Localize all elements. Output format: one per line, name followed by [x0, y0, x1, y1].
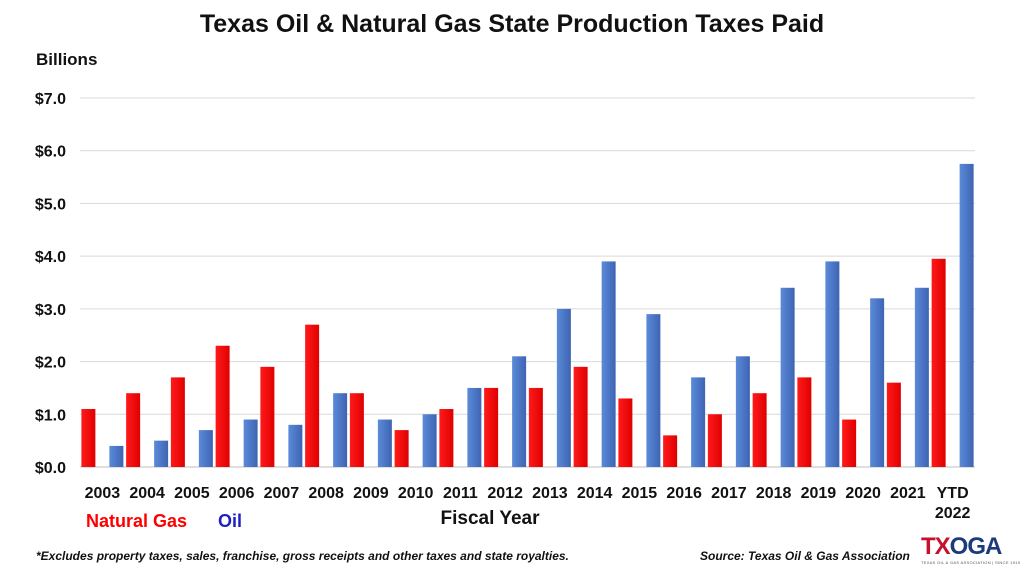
bar-natural-gas-2019: [797, 377, 812, 467]
logo-tx: TX: [921, 533, 951, 560]
y-tick-label: $6.0: [35, 144, 66, 161]
txoga-logo: TXOGA TEXAS OIL & GAS ASSOCIATION | SINC…: [921, 535, 1021, 567]
x-axis-title: Fiscal Year: [440, 508, 540, 529]
x-tick-label: 2005: [174, 485, 210, 502]
bar-oil-ytd-2022: [959, 163, 974, 467]
x-tick-label: 2014: [577, 485, 613, 502]
x-axis-ticks: 2003 2004 2005 2006 2007 2008 2009 2010 2011 2012…: [85, 485, 971, 522]
x-tick-label: 2004: [129, 485, 165, 502]
bar-natural-gas-ytd-2022: [931, 258, 946, 467]
bar-natural-gas-2021: [886, 382, 901, 467]
bar-natural-gas-2007: [260, 366, 275, 467]
bar-natural-gas-2017: [707, 414, 722, 467]
bar-natural-gas-2012: [484, 387, 499, 467]
units-label: Billions: [36, 50, 98, 69]
bar-oil-2011: [467, 387, 482, 467]
bar-natural-gas-2018: [752, 393, 767, 467]
bar-oil-2021: [914, 287, 929, 467]
x-tick-label: 2019: [801, 485, 837, 502]
bar-natural-gas-2014: [573, 366, 588, 467]
x-tick-label: 2012: [487, 485, 523, 502]
source-credit: Source: Texas Oil & Gas Association: [700, 549, 910, 563]
bar-oil-2017: [735, 356, 750, 467]
x-tick-label: 2009: [353, 485, 389, 502]
logo-wordmark: TXOGA: [921, 535, 1013, 559]
bar-natural-gas-2016: [663, 435, 678, 467]
bar-oil-2007: [288, 424, 303, 467]
y-axis-ticks: $0.0 $1.0 $2.0 $3.0 $4.0 $5.0 $6.0 $7.0: [35, 91, 66, 477]
bar-natural-gas-2009: [349, 393, 364, 467]
bar-natural-gas-2003: [81, 409, 96, 467]
bar-natural-gas-2005: [170, 377, 185, 467]
y-tick-label: $2.0: [35, 355, 66, 372]
legend-natural-gas: Natural Gas: [86, 511, 188, 531]
bar-natural-gas-2011: [439, 409, 454, 467]
x-tick-label: 2010: [398, 485, 434, 502]
y-tick-label: $3.0: [35, 302, 66, 319]
bar-oil-2010: [422, 414, 437, 467]
bar-natural-gas-2020: [842, 419, 857, 467]
bar-natural-gas-2013: [528, 387, 543, 467]
x-tick-label: 2017: [711, 485, 747, 502]
bar-natural-gas-2008: [305, 324, 320, 467]
y-tick-label: $0.0: [35, 460, 66, 477]
x-tick-label: YTD 2022: [935, 485, 971, 522]
x-tick-label: 2018: [756, 485, 792, 502]
bar-oil-2013: [556, 308, 571, 467]
bar-oil-2004: [154, 440, 169, 467]
x-tick-label: 2003: [85, 485, 121, 502]
x-tick-label: 2006: [219, 485, 255, 502]
bar-oil-2019: [825, 261, 840, 467]
x-tick-label: 2021: [890, 485, 926, 502]
y-tick-label: $1.0: [35, 407, 66, 424]
x-tick-label: 2007: [264, 485, 300, 502]
x-tick-label: 2008: [308, 485, 344, 502]
bar-oil-2012: [512, 356, 527, 467]
legend-oil: Oil: [218, 511, 243, 531]
x-tick-label: 2013: [532, 485, 568, 502]
bar-oil-2003: [109, 445, 124, 467]
bar-natural-gas-2015: [618, 398, 633, 467]
x-tick-label: 2020: [845, 485, 881, 502]
x-tick-label: 2015: [622, 485, 658, 502]
x-tick-label: 2011: [443, 485, 478, 502]
bar-natural-gas-2004: [126, 393, 141, 467]
y-tick-label: $7.0: [35, 91, 66, 108]
bar-oil-2009: [377, 419, 392, 467]
bar-chart: $0.0$1.0$2.0$3.0$4.0$5.0$6.0$7.0 2003 200…: [35, 91, 975, 522]
bars: [81, 163, 974, 467]
bar-oil-2014: [601, 261, 616, 467]
bar-oil-2005: [198, 430, 213, 467]
bar-oil-2008: [333, 393, 348, 467]
bar-oil-2016: [691, 377, 706, 467]
logo-tagline: TEXAS OIL & GAS ASSOCIATION | SINCE 1919: [921, 560, 1021, 565]
x-tick-label: 2016: [666, 485, 702, 502]
bar-oil-2015: [646, 314, 661, 467]
bar-oil-2020: [870, 298, 885, 467]
chart-title: Texas Oil & Natural Gas State Production…: [199, 10, 825, 38]
bar-oil-2006: [243, 419, 258, 467]
bar-natural-gas-2010: [394, 430, 409, 467]
gridlines: [80, 97, 975, 468]
logo-oga: OGA: [949, 533, 1003, 560]
footnote: *Excludes property taxes, sales, franchi…: [36, 549, 569, 563]
y-tick-label: $5.0: [35, 196, 66, 213]
bar-oil-2018: [780, 287, 795, 467]
bar-natural-gas-2006: [215, 345, 230, 467]
y-tick-label: $4.0: [35, 249, 66, 266]
